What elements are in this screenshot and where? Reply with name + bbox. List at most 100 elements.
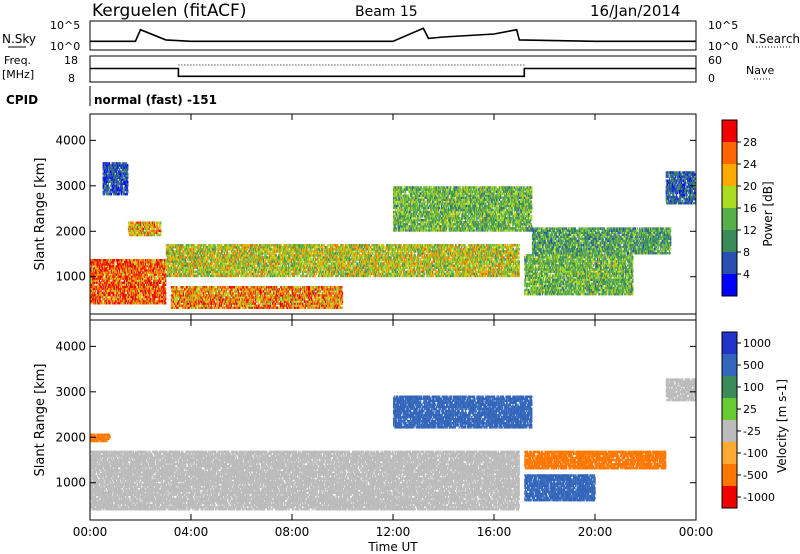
power-cell (119, 271, 121, 274)
power-cell (100, 273, 102, 276)
power-cell (137, 295, 139, 299)
power-cell (108, 281, 110, 284)
power-cell (268, 272, 270, 276)
power-cell (105, 287, 108, 291)
power-cell (115, 271, 118, 274)
power-cell (210, 274, 212, 278)
power-cell (195, 274, 197, 278)
power-cell (114, 285, 116, 289)
power-cell (147, 293, 149, 297)
power-cell (93, 263, 95, 266)
power-cell (117, 259, 119, 262)
power-cell (95, 273, 97, 276)
power-cell (152, 295, 154, 299)
power-cell (155, 283, 157, 286)
power-cell (117, 281, 119, 284)
power-cell (265, 246, 267, 249)
power-cell (127, 277, 130, 280)
power-cell (208, 248, 210, 251)
power-cell (160, 267, 162, 270)
power-cell (173, 266, 175, 269)
power-cell (245, 248, 247, 251)
power-cell (228, 248, 230, 251)
power-cell (90, 273, 92, 276)
power-cell (218, 254, 220, 257)
power-cell (151, 291, 153, 295)
power-cell (129, 291, 131, 295)
power-cell (232, 258, 234, 261)
power-cell (262, 250, 264, 253)
nsearch-tick-low: 10^0 (708, 40, 738, 53)
power-cell (185, 262, 188, 265)
power-cell (201, 272, 203, 276)
power-cell (256, 262, 258, 265)
power-cell (169, 262, 171, 265)
power-cell (240, 262, 242, 265)
power-cell (96, 281, 98, 284)
power-cell (211, 246, 213, 249)
power-cell (193, 264, 195, 267)
power-cell (97, 267, 99, 270)
power-cell (260, 268, 262, 271)
power-cell (162, 291, 164, 295)
power-cell (256, 268, 258, 271)
power-cell (199, 252, 202, 255)
power-cell (149, 271, 151, 274)
power-cell (256, 274, 258, 278)
power-cell (132, 295, 135, 299)
power-cell (143, 293, 145, 297)
power-cell (213, 270, 215, 274)
power-cell (94, 291, 96, 295)
power-cell (179, 274, 181, 278)
power-cell (104, 289, 106, 293)
power-cell (103, 269, 105, 272)
power-cell (169, 250, 171, 253)
power-cell (248, 244, 250, 247)
power-cell (92, 291, 94, 295)
power-cell (98, 297, 100, 301)
power-cell (223, 272, 225, 276)
power-cell (175, 246, 177, 249)
power-cell (120, 283, 123, 286)
power-cell (135, 259, 137, 262)
power-cell (256, 266, 258, 269)
power-cell (107, 259, 109, 262)
power-cell (187, 266, 190, 269)
power-cell (92, 277, 94, 280)
power-cell (153, 291, 155, 295)
power-cell (245, 268, 248, 271)
power-cell (104, 279, 106, 282)
power-cell (215, 254, 217, 257)
beam-title: Beam 15 (355, 4, 418, 20)
power-cell (149, 269, 151, 272)
power-cell (122, 263, 125, 266)
power-cell (217, 270, 219, 274)
power-cell (92, 269, 94, 272)
power-cell (228, 244, 231, 247)
power-cell (206, 272, 209, 276)
power-cell (101, 269, 103, 272)
power-cell (95, 302, 97, 305)
power-cell (228, 256, 230, 259)
power-cell (232, 266, 234, 269)
power-cell (213, 266, 215, 269)
power-cell (249, 250, 251, 253)
power-cell (226, 272, 228, 276)
power-cell (171, 254, 173, 257)
power-cell (201, 266, 203, 269)
power-cell (201, 246, 203, 249)
power-cell (173, 268, 175, 271)
power-cell (247, 260, 249, 263)
power-cell (230, 264, 232, 267)
power-cell (241, 274, 243, 278)
power-cell (100, 267, 102, 270)
power-cell (240, 252, 242, 255)
power-cell (112, 277, 114, 280)
power-cell (189, 266, 191, 269)
power-cell (199, 262, 202, 265)
power-cell (90, 295, 92, 299)
power-cell (223, 262, 226, 265)
power-cell (226, 264, 228, 267)
power-cell (187, 272, 190, 276)
power-cell (250, 248, 252, 251)
